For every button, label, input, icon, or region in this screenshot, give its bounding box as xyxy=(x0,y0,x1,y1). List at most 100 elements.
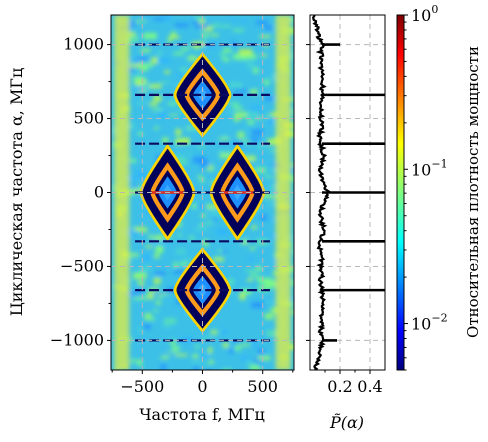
heatmap-speckle xyxy=(223,135,227,138)
heatmap-speckle xyxy=(253,68,259,74)
heatmap-speckle xyxy=(240,20,246,23)
colorbar-tick-label: 100 xyxy=(411,3,438,25)
heatmap-speckle xyxy=(258,356,271,361)
heatmap-speckle xyxy=(250,247,255,250)
heatmap-y-tick-label: 1000 xyxy=(63,35,104,54)
heatmap-speckle xyxy=(241,356,251,360)
spectrum-x-tick-label: 0.4 xyxy=(357,377,382,396)
heatmap-speckle xyxy=(247,279,253,282)
heatmap-speckle xyxy=(229,348,234,353)
heatmap-speckle xyxy=(168,101,177,106)
spectrum-x-tick-label: 0.2 xyxy=(327,377,352,396)
heatmap-speckle xyxy=(136,73,141,77)
heatmap-speckle xyxy=(291,164,303,167)
heatmap-speckle xyxy=(134,297,147,300)
spectrum-panel: 0.2 0.4 P̃(α) xyxy=(306,15,385,432)
colorbar-gradient xyxy=(397,15,404,370)
heatmap-speckle xyxy=(153,18,163,21)
heatmap-speckle xyxy=(180,68,188,71)
heatmap-speckle xyxy=(194,228,207,231)
heatmap-speckle xyxy=(179,262,187,266)
heatmap-x-tick-label: 0 xyxy=(197,377,207,396)
heatmap-x-tick-label: −500 xyxy=(120,377,164,396)
heatmap-speckle xyxy=(235,112,247,118)
heatmap-speckle xyxy=(143,254,150,260)
heatmap-speckle xyxy=(195,344,200,349)
heatmap-speckle xyxy=(192,354,198,358)
heatmap-speckle xyxy=(251,106,262,110)
heatmap-speckle xyxy=(207,221,212,225)
heatmap-speckle xyxy=(130,21,136,27)
heatmap-speckle xyxy=(265,25,273,30)
heatmap-speckle xyxy=(193,156,205,163)
heatmap-speckle xyxy=(177,233,182,237)
heatmap-speckle xyxy=(173,52,184,55)
heatmap-speckle xyxy=(192,20,196,24)
colorbar-tick-label: 10−1 xyxy=(411,157,448,179)
heatmap-speckle xyxy=(191,204,197,209)
heatmap-x-ticks: −500 0 500 xyxy=(112,370,293,396)
heatmap-speckle xyxy=(183,139,190,143)
heatmap-speckle xyxy=(260,35,271,38)
heatmap-speckle xyxy=(155,246,163,253)
heatmap-speckle xyxy=(216,229,229,235)
heatmap-speckle xyxy=(241,344,250,347)
colorbar-ticks: 100 10−1 10−2 xyxy=(404,3,448,370)
heatmap-speckle xyxy=(268,301,273,303)
heatmap-speckle xyxy=(199,224,204,226)
heatmap-speckle xyxy=(220,52,225,58)
heatmap-speckle xyxy=(256,21,268,25)
heatmap-speckle xyxy=(235,345,241,351)
heatmap-speckle xyxy=(146,245,153,248)
spectrum-y-ticks xyxy=(306,45,310,341)
colorbar-label: Относительная плотность мощности xyxy=(464,46,482,338)
heatmap-speckle xyxy=(212,24,219,28)
heatmap-speckle xyxy=(264,175,272,178)
heatmap-speckle xyxy=(203,355,209,358)
heatmap-speckle xyxy=(237,132,244,139)
heatmap-speckle xyxy=(149,102,157,105)
heatmap-speckle xyxy=(222,330,228,334)
heatmap-speckle xyxy=(164,318,176,323)
heatmap-speckle xyxy=(175,23,189,27)
heatmap-speckle xyxy=(249,272,257,277)
heatmap-speckle xyxy=(167,38,172,42)
heatmap-speckle xyxy=(144,318,155,321)
heatmap-x-tick-label: 500 xyxy=(247,377,278,396)
heatmap-speckle xyxy=(223,343,229,348)
heatmap-speckle xyxy=(188,236,195,240)
heatmap-speckle xyxy=(143,324,151,329)
heatmap-x-label: Частота f, МГц xyxy=(139,405,265,424)
heatmap-speckle xyxy=(264,313,273,319)
heatmap-speckle xyxy=(233,28,244,32)
heatmap-speckle xyxy=(148,235,153,239)
heatmap-speckle xyxy=(153,95,161,101)
heatmap-speckle xyxy=(154,235,163,241)
heatmap-y-label: Циклическая частота α, МГц xyxy=(7,68,26,316)
colorbar-tick-exponent: −2 xyxy=(431,312,447,325)
heatmap-speckle xyxy=(219,137,229,139)
heatmap-speckle xyxy=(201,214,206,217)
heatmap-speckle xyxy=(239,293,245,300)
heatmap-speckle xyxy=(133,273,146,279)
heatmap-speckle xyxy=(154,254,160,259)
heatmap-speckle xyxy=(159,81,169,83)
heatmap-speckle xyxy=(173,269,183,274)
heatmap-speckle xyxy=(150,84,162,89)
heatmap-speckle xyxy=(153,310,159,312)
heatmap-speckle xyxy=(138,281,144,283)
heatmap-speckle xyxy=(173,262,177,268)
heatmap-speckle xyxy=(223,48,231,53)
heatmap-speckle xyxy=(175,354,187,356)
heatmap-speckle xyxy=(186,152,192,154)
heatmap-speckle xyxy=(247,258,255,261)
heatmap-speckle xyxy=(256,266,263,271)
heatmap-speckle xyxy=(194,47,200,50)
heatmap-speckle xyxy=(155,271,165,275)
heatmap-speckle xyxy=(210,34,219,37)
heatmap-speckle xyxy=(233,89,247,93)
heatmap-speckle xyxy=(247,120,254,125)
heatmap-speckle xyxy=(227,82,241,85)
heatmap-speckle xyxy=(251,226,256,229)
heatmap-speckle xyxy=(152,108,163,110)
